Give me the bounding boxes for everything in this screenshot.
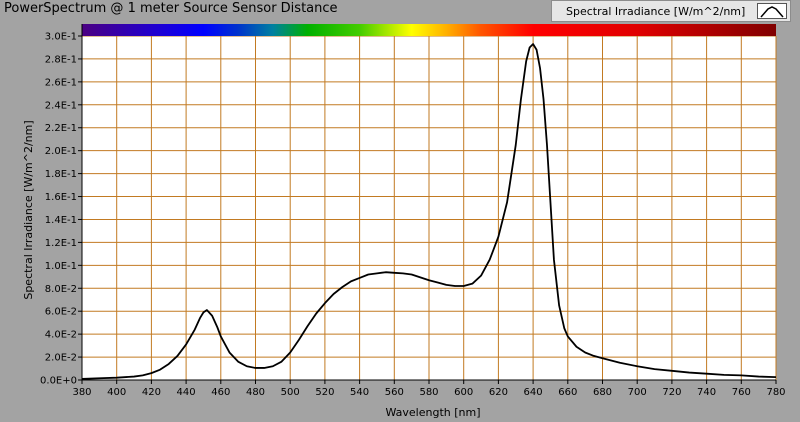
- x-tick-label: 460: [211, 387, 230, 398]
- y-tick-label: 2.4E-1: [45, 100, 77, 111]
- x-axis-label: Wavelength [nm]: [385, 406, 480, 419]
- series-line-spectral-irradiance: [81, 43, 777, 380]
- y-tick-label: 1.8E-1: [45, 169, 77, 180]
- legend[interactable]: Spectral Irradiance [W/m^2/nm]: [551, 0, 791, 22]
- x-tick-label: 600: [454, 387, 473, 398]
- x-tick-label: 720: [662, 387, 681, 398]
- chart-title: PowerSpectrum @ 1 meter Source Sensor Di…: [4, 1, 338, 16]
- x-tick-label: 560: [385, 387, 404, 398]
- y-tick-label: 2.2E-1: [45, 123, 77, 134]
- x-tick-label: 660: [558, 387, 577, 398]
- y-axis-label: Spectral Irradiance [W/m^2/nm]: [22, 120, 35, 299]
- y-tick-label: 8.0E-2: [45, 284, 77, 295]
- x-tick-label: 620: [489, 387, 508, 398]
- x-tick-label: 520: [315, 387, 334, 398]
- x-tick-label: 500: [281, 387, 300, 398]
- x-tick-label: 780: [766, 387, 785, 398]
- x-tick-label: 440: [177, 387, 196, 398]
- x-tick-label: 740: [697, 387, 716, 398]
- y-tick-label: 2.0E-1: [45, 146, 77, 157]
- x-tick-label: 480: [246, 387, 265, 398]
- y-tick-label: 2.6E-1: [45, 77, 77, 88]
- x-tick-label: 640: [524, 387, 543, 398]
- y-tick-label: 6.0E-2: [45, 307, 77, 318]
- y-tick-label: 1.6E-1: [45, 192, 77, 203]
- y-tick-label: 1.4E-1: [45, 215, 77, 226]
- x-tick-label: 680: [593, 387, 612, 398]
- x-tick-label: 700: [628, 387, 647, 398]
- y-tick-label: 0.0E+0: [40, 376, 77, 387]
- x-tick-label: 400: [107, 387, 126, 398]
- x-tick-label: 540: [350, 387, 369, 398]
- x-tick-label: 380: [72, 387, 91, 398]
- y-tick-label: 1.2E-1: [45, 238, 77, 249]
- x-tick-label: 760: [732, 387, 751, 398]
- x-tick-label: 580: [419, 387, 438, 398]
- spectrum-color-bar: [82, 24, 776, 36]
- x-tick-label: 420: [142, 387, 161, 398]
- y-tick-label: 1.0E-1: [45, 261, 77, 272]
- y-tick-label: 3.0E-1: [45, 32, 77, 43]
- y-tick-label: 2.0E-2: [45, 353, 77, 364]
- legend-label: Spectral Irradiance [W/m^2/nm]: [566, 5, 746, 18]
- y-tick-label: 4.0E-2: [45, 330, 77, 341]
- y-tick-label: 2.8E-1: [45, 54, 77, 65]
- legend-line-swatch-icon[interactable]: [757, 3, 787, 19]
